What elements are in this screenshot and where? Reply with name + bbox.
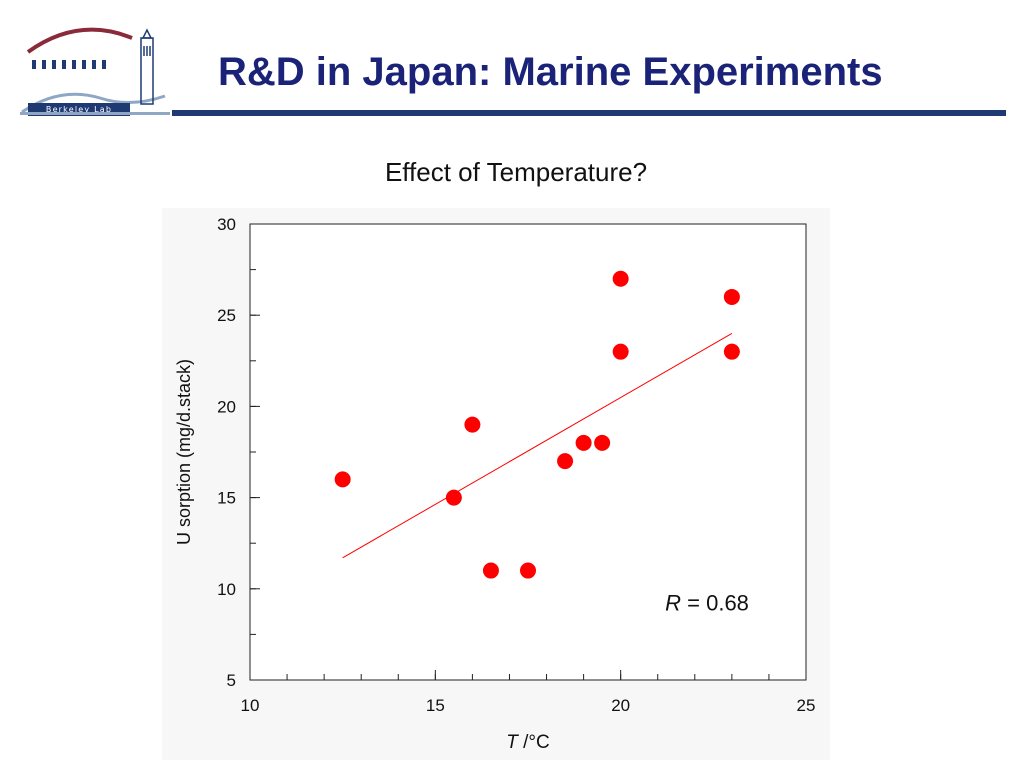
x-tick-label: 10 xyxy=(241,696,260,715)
y-axis-label: U sorption (mg/d.stack) xyxy=(174,359,194,545)
data-point xyxy=(445,489,462,506)
logo-wave xyxy=(21,92,166,114)
data-point xyxy=(482,562,499,579)
data-point xyxy=(723,288,740,305)
data-point xyxy=(464,416,481,433)
x-tick-label: 25 xyxy=(797,696,816,715)
y-tick-label: 10 xyxy=(217,580,236,599)
y-tick-label: 15 xyxy=(217,489,236,508)
points-layer xyxy=(334,270,740,579)
data-point xyxy=(520,562,536,579)
y-tick-label: 5 xyxy=(227,671,236,690)
axes-layer xyxy=(249,223,807,681)
logo-arc xyxy=(26,27,133,54)
data-point xyxy=(557,453,574,470)
regression-line xyxy=(342,333,733,559)
x-tick-label: 15 xyxy=(426,696,445,715)
correlation-annotation: R = 0.68 xyxy=(665,591,749,616)
data-point xyxy=(612,343,629,360)
y-tick-label: 25 xyxy=(217,306,236,325)
logo-accelerator-marks xyxy=(32,60,106,69)
y-tick-label: 20 xyxy=(217,397,236,416)
labels-layer: 10 15 20 25 5 10 15 20 25 30 T /°C U sorption (mg/d… xyxy=(174,215,815,753)
fit-layer xyxy=(342,333,733,559)
logo-rule xyxy=(20,112,170,115)
slide-subtitle: Effect of Temperature? xyxy=(384,157,648,187)
campanile-tower-icon xyxy=(140,28,154,105)
x-axis-label: T /°C xyxy=(506,732,550,753)
data-point xyxy=(612,270,629,287)
data-point xyxy=(334,471,351,488)
scatter-chart: 10 15 20 25 5 10 15 20 25 30 T /°C U sorption (mg/d… xyxy=(174,215,815,753)
plot-frame xyxy=(249,223,807,681)
x-tick-label: 20 xyxy=(611,696,630,715)
data-point xyxy=(723,343,740,360)
title-rule xyxy=(172,110,1006,116)
y-tick-label: 30 xyxy=(217,215,236,234)
berkeley-lab-logo xyxy=(21,27,166,114)
slide-title: R&D in Japan: Marine Experiments xyxy=(218,50,883,94)
data-point xyxy=(575,434,592,451)
data-point xyxy=(594,434,611,451)
